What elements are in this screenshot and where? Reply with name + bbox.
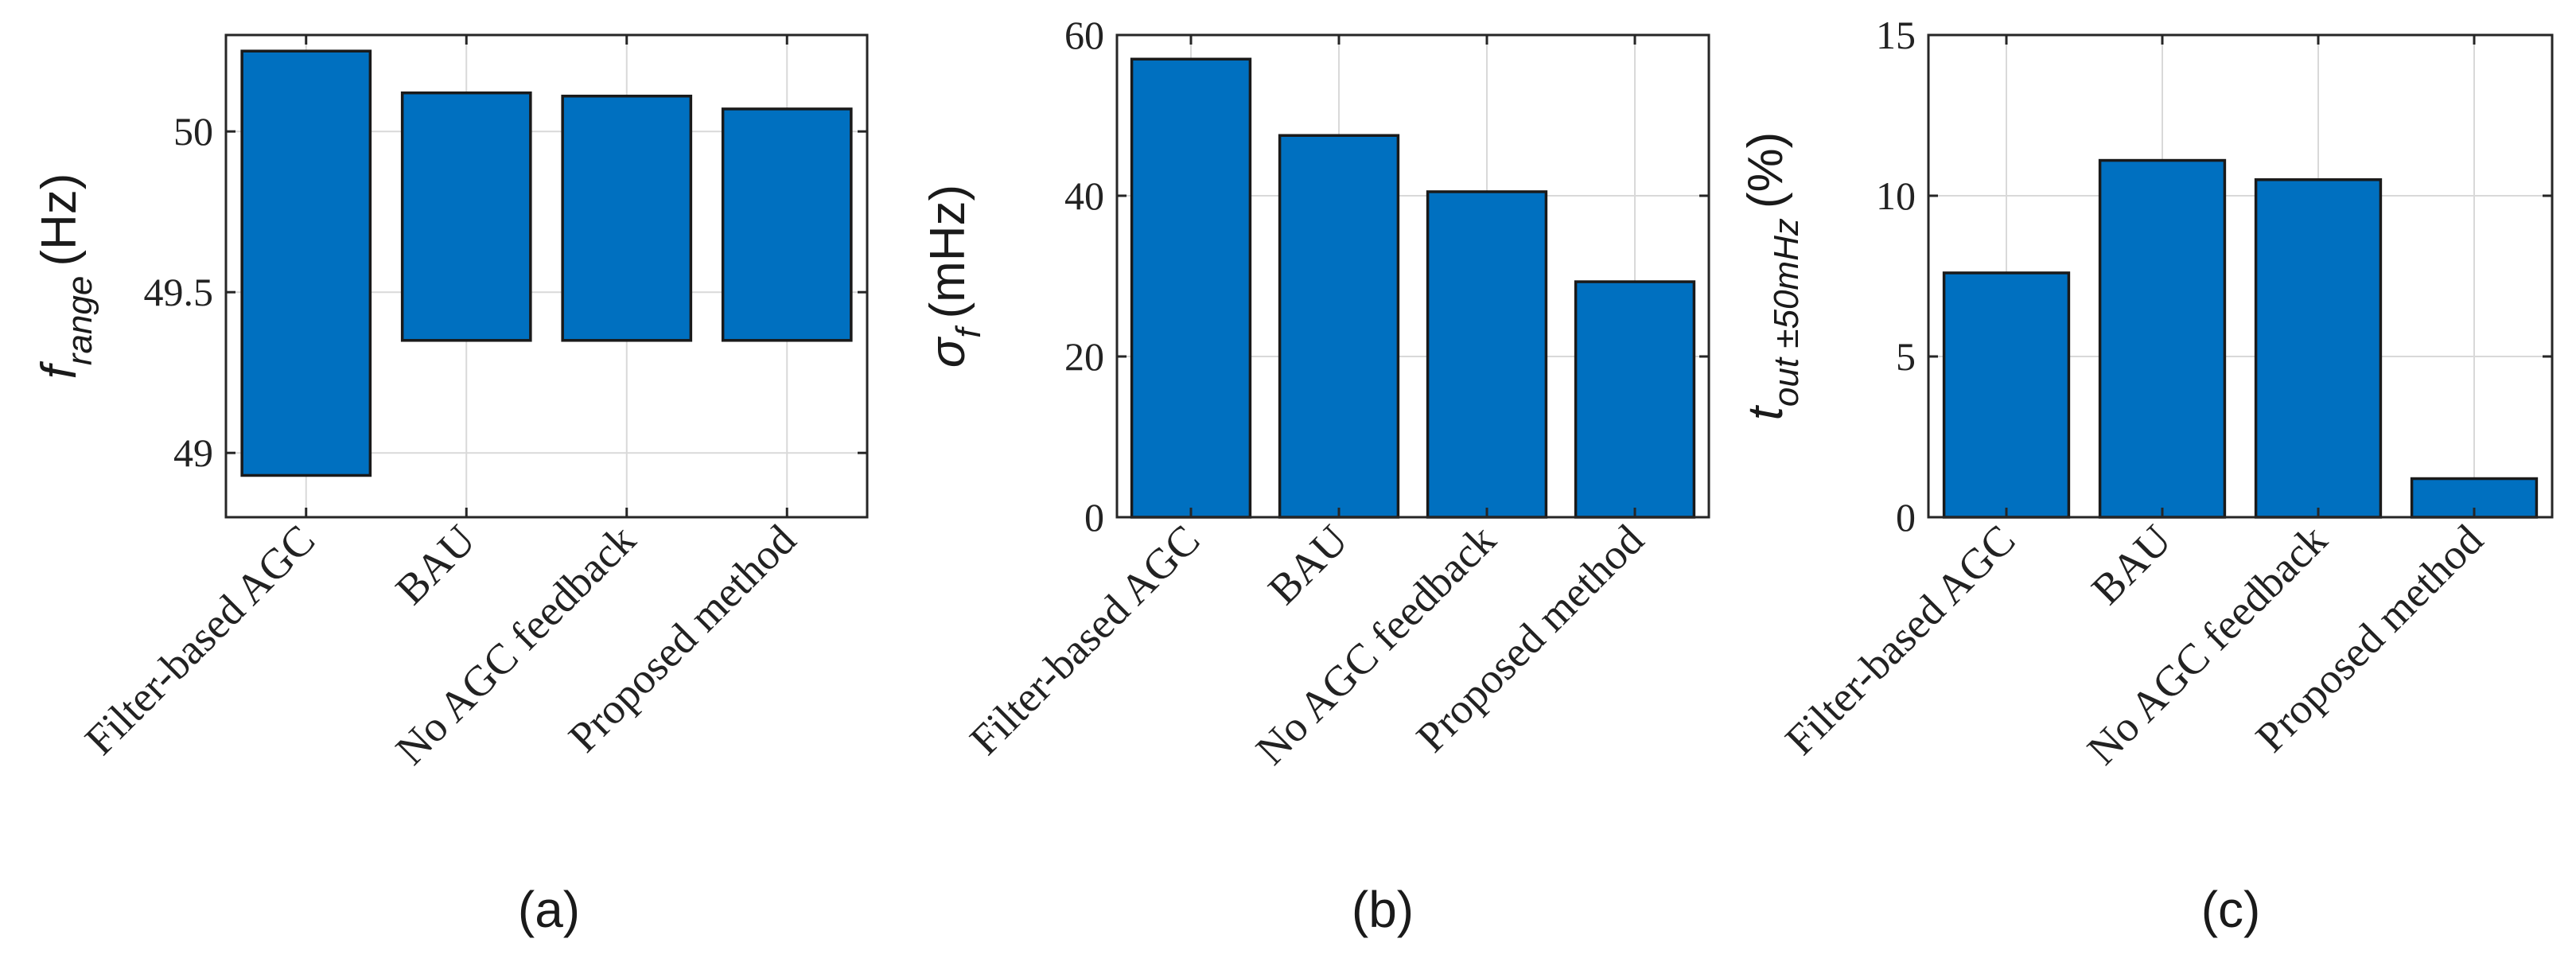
- bar-proposed-method: [1574, 280, 1696, 519]
- bar-bau: [2098, 158, 2227, 519]
- bar-no-agc-feedback: [1426, 190, 1548, 519]
- bar-bau: [1278, 134, 1400, 519]
- bar-filter-based-agc: [1942, 271, 2071, 519]
- x-tick-label: Filter-based AGC: [1776, 516, 2024, 764]
- bar-no-agc-feedback: [2254, 178, 2383, 519]
- y-tick-label: 20: [1064, 334, 1104, 379]
- y-axis-label-subscript: out ±50mHz: [1767, 218, 1806, 407]
- y-axis-label-subscript: f: [949, 325, 988, 338]
- axes-box: [224, 33, 869, 519]
- y-tick-label: 15: [1876, 13, 1916, 57]
- x-tick-label: BAU: [2082, 516, 2180, 613]
- bar-bau: [400, 91, 532, 342]
- y-axis-label-unit: (Hz): [32, 173, 87, 267]
- y-tick-label: 40: [1064, 173, 1104, 218]
- axes-box: [1115, 33, 1710, 519]
- y-axis-label: frange(Hz): [32, 173, 99, 380]
- y-axis-label-unit: (mHz): [920, 185, 975, 319]
- x-tick-label: Filter-based AGC: [76, 516, 324, 764]
- y-tick-label: 50: [173, 109, 213, 154]
- y-axis-label-unit: (%): [1738, 132, 1793, 208]
- y-tick-label: 49.5: [144, 270, 214, 314]
- axes-box: [1927, 33, 2554, 519]
- y-tick-label: 0: [1084, 495, 1104, 539]
- y-tick-label: 5: [1896, 334, 1916, 379]
- y-tick-label: 60: [1064, 13, 1104, 57]
- x-tick-label: BAU: [1259, 516, 1356, 613]
- y-axis-label-subscript: range: [60, 276, 99, 366]
- y-axis-label-symbol: t: [1738, 404, 1793, 420]
- y-axis-label: tout ±50mHz (%): [1738, 132, 1806, 421]
- bar-proposed-method: [721, 107, 853, 342]
- panel-caption: (a): [518, 881, 580, 938]
- panel-caption: (b): [1352, 881, 1414, 938]
- y-axis-label: σf (mHz): [920, 185, 988, 368]
- bar-no-agc-feedback: [561, 95, 693, 342]
- bar-filter-based-agc: [1130, 57, 1252, 519]
- y-tick-label: 49: [173, 430, 213, 475]
- x-tick-label: Filter-based AGC: [960, 516, 1208, 764]
- bar-filter-based-agc: [240, 49, 372, 477]
- y-tick-label: 10: [1876, 173, 1916, 218]
- y-axis-label-symbol: σ: [920, 336, 975, 368]
- panel-caption: (c): [2201, 881, 2261, 938]
- x-tick-label: BAU: [387, 516, 484, 613]
- y-tick-label: 0: [1896, 495, 1916, 539]
